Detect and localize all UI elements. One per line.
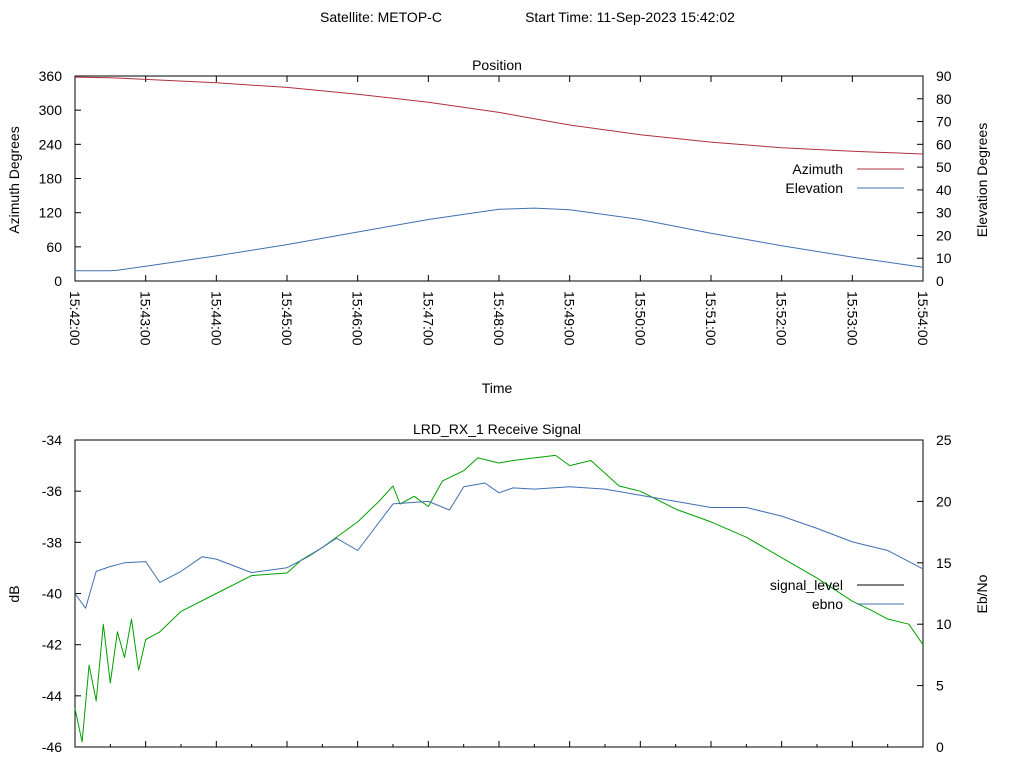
ebno-axis-label: Eb/No <box>974 574 990 613</box>
position-y2-tick-label: 30 <box>936 205 952 221</box>
signal-y-tick-label: -36 <box>42 483 62 499</box>
position-x-tick-labels: 15:42:00 15:43:00 15:44:00 15:45:00 15:46:00… <box>67 291 931 346</box>
position-ticks <box>74 75 924 282</box>
signal-plot-frame <box>74 439 924 748</box>
signal-y2-tick-label: 10 <box>936 616 952 632</box>
series-line-ebno <box>74 482 924 609</box>
azimuth-axis-label: Azimuth Degrees <box>6 126 22 233</box>
position-x-tick-label: 15:45:00 <box>279 291 295 346</box>
series-line-signal-level <box>74 454 924 743</box>
db-axis-label: dB <box>6 585 22 602</box>
position-y2-tick-label: 50 <box>936 159 952 175</box>
position-x-tick-label: 15:48:00 <box>491 291 507 346</box>
signal-y-tick-label: -40 <box>42 586 62 602</box>
signal-y-tick-label: -44 <box>42 688 62 704</box>
position-y-tick-label: 180 <box>39 171 63 187</box>
signal-y2-tick-label: 20 <box>936 493 952 509</box>
signal-y2-tick-labels: 0 5 10 15 20 25 <box>936 432 952 755</box>
elevation-axis-label: Elevation Degrees <box>974 123 990 237</box>
position-y2-tick-labels: 0 10 20 30 40 50 60 70 80 90 <box>936 68 952 289</box>
series-line-elevation <box>75 207 924 272</box>
legend-signal-level-label: signal_level <box>770 577 843 593</box>
position-x-tick-label: 15:52:00 <box>774 291 790 346</box>
position-x-tick-label: 15:53:00 <box>844 291 860 346</box>
start-time-label: Start Time: 11-Sep-2023 15:42:02 <box>525 9 735 25</box>
position-x-tick-label: 15:54:00 <box>915 291 931 346</box>
position-plot-frame <box>74 75 924 282</box>
position-x-tick-label: 15:50:00 <box>632 291 648 346</box>
position-y-tick-label: 120 <box>39 205 63 221</box>
signal-series <box>74 454 924 743</box>
legend-ebno-label: ebno <box>812 596 843 612</box>
signal-y-tick-label: -38 <box>42 534 62 550</box>
position-y2-tick-label: 0 <box>936 273 944 289</box>
signal-chart-title: LRD_RX_1 Receive Signal <box>413 421 581 437</box>
position-x-tick-label: 15:44:00 <box>208 291 224 346</box>
signal-y-tick-label: -34 <box>42 432 62 448</box>
position-legend: Azimuth Elevation <box>785 161 904 196</box>
position-y-tick-label: 60 <box>46 239 62 255</box>
position-chart: Position 0 60 120 180 240 300 360 0 10 20 30 40 50 6… <box>6 57 990 396</box>
signal-chart: LRD_RX_1 Receive Signal -46-44-42-40-38-… <box>6 421 990 755</box>
signal-y2-tick-label: 15 <box>936 555 952 571</box>
signal-y-tick-label: -42 <box>42 637 62 653</box>
position-chart-title: Position <box>472 57 522 73</box>
signal-y2-tick-label: 0 <box>936 739 944 755</box>
position-y2-tick-label: 70 <box>936 114 952 130</box>
satellite-label: Satellite: METOP-C <box>320 9 442 25</box>
position-y-tick-label: 300 <box>39 102 63 118</box>
signal-y-tick-label: -46 <box>42 739 62 755</box>
position-x-tick-label: 15:51:00 <box>703 291 719 346</box>
position-y2-tick-label: 90 <box>936 68 952 84</box>
legend-elevation-label: Elevation <box>785 180 843 196</box>
time-axis-label: Time <box>482 380 513 396</box>
position-y-tick-label: 0 <box>54 273 62 289</box>
series-line-azimuth <box>74 76 924 155</box>
position-x-tick-label: 15:42:00 <box>67 291 83 346</box>
position-y-tick-label: 360 <box>39 68 63 84</box>
position-x-tick-label: 15:46:00 <box>350 291 366 346</box>
signal-y2-tick-label: 5 <box>936 678 944 694</box>
signal-y2-tick-label: 25 <box>936 432 952 448</box>
signal-y-tick-labels: -46 -44 -42 -40 -38 -36 -34 <box>42 432 62 755</box>
position-series <box>74 76 924 272</box>
signal-ticks <box>74 439 924 748</box>
position-y2-tick-label: 60 <box>936 136 952 152</box>
position-x-tick-label: 15:43:00 <box>138 291 154 346</box>
position-y2-tick-label: 80 <box>936 91 952 107</box>
signal-legend: signal_level ebno <box>770 577 904 612</box>
position-y2-tick-label: 10 <box>936 250 952 266</box>
position-x-tick-label: 15:49:00 <box>562 291 578 346</box>
legend-azimuth-label: Azimuth <box>792 161 843 177</box>
position-y2-tick-label: 40 <box>936 182 952 198</box>
position-y2-tick-label: 20 <box>936 227 952 243</box>
position-x-tick-label: 15:47:00 <box>420 291 436 346</box>
position-y-tick-label: 240 <box>39 136 63 152</box>
position-y-tick-labels: 0 60 120 180 240 300 360 <box>39 68 63 289</box>
